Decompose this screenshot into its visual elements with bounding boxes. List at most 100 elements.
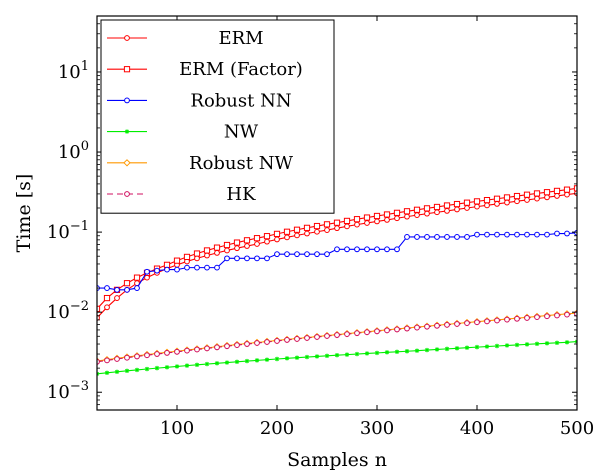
data-point-robust-nn-37	[464, 234, 470, 240]
data-point-nw-8	[174, 364, 180, 369]
data-point-robust-nn-1	[104, 285, 110, 291]
data-point-robust-nn-31	[404, 234, 410, 240]
data-point-robust-nn-19	[284, 251, 290, 258]
x-tick-label: 100	[160, 418, 194, 439]
data-point-hk-19	[284, 337, 290, 343]
data-point-nw-47	[564, 340, 570, 345]
data-point-erm-39	[484, 202, 490, 209]
data-point-nw-25	[344, 352, 350, 357]
data-point-erm-factor-48	[573, 185, 577, 192]
data-point-robust-nn-28	[374, 246, 380, 253]
data-point-hk-20	[294, 336, 300, 342]
data-point-hk-32	[414, 324, 420, 331]
data-point-erm-factor-17	[263, 233, 271, 240]
data-point-hk-44	[534, 314, 540, 320]
data-point-robust-nn-43	[524, 231, 530, 238]
data-point-robust-nn-30	[394, 246, 400, 253]
data-point-robust-nn-4	[134, 285, 140, 291]
data-point-hk-46	[554, 312, 560, 319]
data-point-nw-42	[514, 342, 520, 348]
data-point-robust-nn-35	[444, 234, 450, 240]
data-point-robust-nn-32	[414, 234, 420, 240]
data-point-robust-nn-33	[424, 234, 430, 240]
legend-label: HK	[226, 184, 256, 205]
plot-layer	[97, 185, 577, 376]
data-point-hk-4	[134, 353, 140, 360]
data-point-erm-23	[324, 227, 330, 233]
y-tick-label: 10−3	[47, 379, 89, 403]
legend-marker	[123, 159, 131, 167]
data-point-hk-31	[404, 325, 410, 332]
data-point-nw-19	[284, 356, 290, 361]
data-point-erm-factor-4	[133, 274, 141, 281]
data-point-hk-27	[364, 329, 370, 336]
data-point-nw-26	[354, 351, 360, 357]
data-point-nw-20	[294, 355, 300, 360]
data-point-nw-4	[134, 367, 140, 373]
data-point-hk-42	[514, 315, 520, 322]
data-point-robust-nn-20	[294, 251, 300, 258]
data-point-erm-factor-11	[203, 247, 211, 254]
data-point-nw-28	[374, 350, 380, 356]
data-point-robust-nn-27	[364, 246, 370, 253]
data-point-erm-factor-27	[363, 214, 371, 221]
data-point-hk-43	[524, 315, 530, 321]
data-point-nw-11	[204, 361, 210, 367]
data-point-erm-45	[544, 194, 550, 201]
data-point-hk-2	[114, 356, 120, 362]
data-point-nw-38	[474, 344, 480, 350]
data-point-erm-15	[244, 243, 250, 249]
y-tick-base: 10	[47, 222, 70, 243]
data-point-hk-23	[324, 333, 330, 339]
x-tick-label: 200	[260, 418, 294, 439]
legend-label: Robust NW	[189, 153, 293, 174]
data-point-erm-36	[454, 206, 460, 213]
series-line-nw	[97, 340, 577, 375]
data-point-erm-10	[194, 255, 200, 262]
data-point-robust-nn-42	[514, 231, 520, 238]
data-point-erm-24	[334, 225, 340, 232]
data-point-hk-8	[174, 348, 180, 355]
data-point-erm-factor-26	[353, 216, 361, 223]
data-point-erm-factor-14	[233, 239, 241, 246]
data-point-nw-31	[404, 349, 410, 354]
legend-label: ERM (Factor)	[179, 59, 303, 80]
data-point-hk-13	[224, 343, 230, 350]
data-point-hk-1	[104, 357, 110, 364]
data-point-hk-21	[304, 335, 310, 341]
data-point-hk-18	[274, 338, 280, 344]
x-tick-label: 500	[560, 418, 594, 439]
data-point-robust-nn-34	[434, 234, 440, 240]
data-point-hk-22	[314, 334, 320, 340]
data-point-robust-nn-17	[264, 255, 270, 262]
y-tick-exponent: −3	[70, 379, 89, 394]
data-point-nw-34	[434, 347, 440, 352]
data-point-erm-factor-13	[223, 241, 231, 249]
data-point-erm-factor-35	[443, 202, 451, 209]
data-point-erm-29	[384, 217, 390, 223]
data-point-robust-nn-3	[124, 286, 130, 293]
data-point-erm-factor-29	[383, 211, 391, 218]
y-tick-base: 10	[58, 142, 81, 163]
data-point-erm-factor-47	[563, 186, 571, 193]
data-point-erm-factor-34	[433, 203, 441, 211]
legend-entry-nw: NW	[107, 122, 259, 143]
data-point-nw-36	[454, 346, 460, 351]
data-point-erm-32	[414, 212, 420, 219]
legend-entry-robust-nw: Robust NW	[107, 153, 293, 174]
data-point-erm-26	[354, 221, 360, 228]
data-point-erm-factor-15	[243, 237, 251, 244]
data-point-hk-5	[144, 352, 150, 359]
data-point-erm-factor-9	[183, 253, 191, 261]
data-point-erm-40	[494, 201, 500, 207]
data-point-hk-34	[434, 322, 440, 329]
data-point-hk-36	[454, 321, 460, 327]
data-point-erm-42	[514, 198, 520, 205]
data-point-robust-nn-38	[474, 231, 480, 238]
data-point-robust-nn-7	[164, 266, 170, 273]
data-point-robust-nn-15	[244, 255, 250, 262]
data-point-hk-30	[394, 326, 400, 333]
data-point-robust-nn-2	[114, 286, 120, 293]
data-point-erm-18	[274, 236, 280, 243]
data-point-nw-13	[224, 360, 230, 365]
